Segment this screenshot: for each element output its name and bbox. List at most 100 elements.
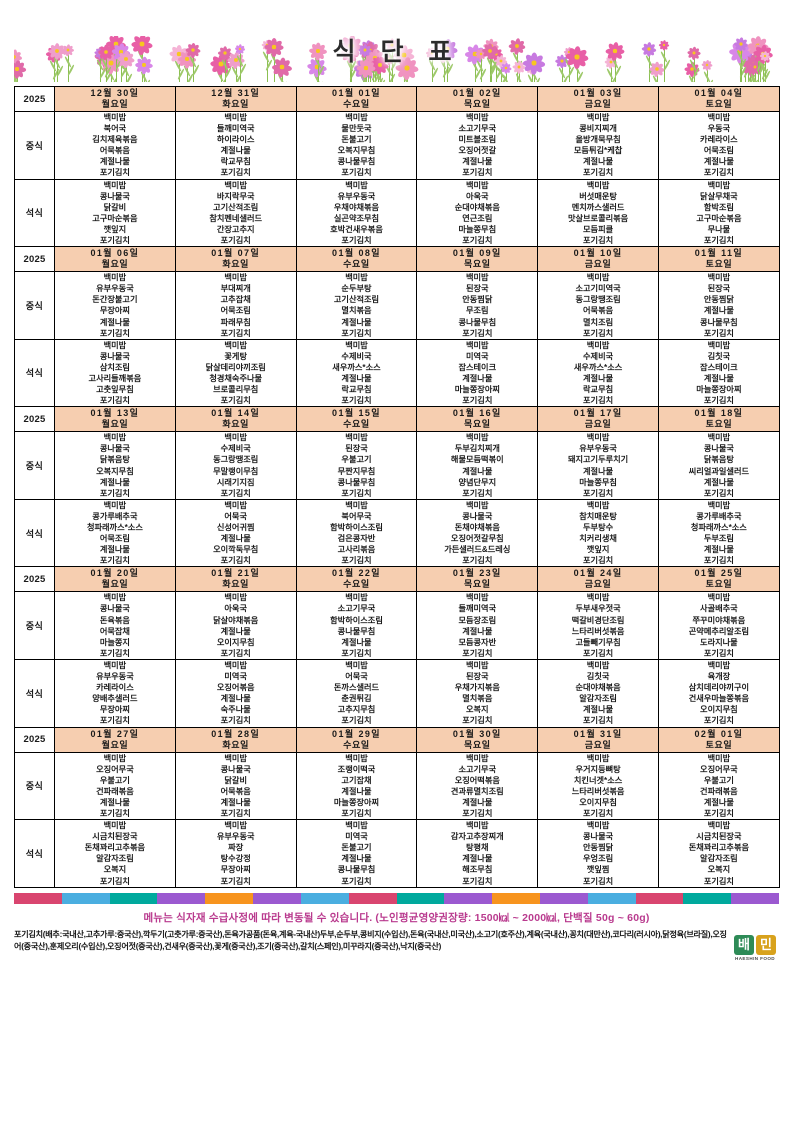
dish-item: 포기김치: [341, 876, 372, 886]
dish-item: 계절나물: [341, 854, 372, 864]
meal-cell: 백미밥 소고기무국 함박하이스조림 콩나물무침 계절나물 포기김치: [295, 591, 418, 660]
dish-item: 계절나물: [341, 373, 372, 383]
dish-item: 계절나물: [341, 786, 372, 796]
date-label: 01월 06일: [90, 248, 140, 259]
dish-item: 순대야채볶음: [575, 683, 621, 693]
dish-item: 안동찜닭: [583, 843, 614, 853]
dish-item: 미트볼조림: [458, 135, 497, 145]
weekday-label: 화요일: [222, 419, 250, 430]
dish-item: 백미밥: [345, 113, 368, 122]
weekday-label: 화요일: [222, 579, 250, 590]
dish-item: 포기김치: [462, 168, 493, 178]
weekday-label: 금요일: [584, 579, 612, 590]
dish-item: 포기김치: [583, 488, 614, 498]
color-bar-segment: [587, 892, 636, 904]
dish-item: 포기김치: [220, 488, 251, 498]
dish-item: 백미밥: [345, 180, 368, 190]
meal-row-dinner: 석식 백미밥 유부우동국 카레라이스 양배추샐러드 무장아찌 포기김치 백미밥 미역국 오징어볶음…: [14, 658, 780, 728]
date-label: 01월 09일: [452, 248, 502, 259]
dish-item: 견과류멸치조림: [450, 786, 504, 796]
dish-item: 치킨너겟*소스: [573, 775, 623, 785]
dish-item: 백미밥: [465, 113, 489, 122]
dish-item: 포기김치: [462, 648, 493, 658]
dish-item: 치커리생채: [579, 534, 617, 544]
meal-cell: 백미밥 아욱국 순대야채볶음 연근조림 마늘쫑무침 포기김치: [416, 178, 539, 248]
dish-item: 포기김치: [583, 236, 614, 246]
meal-cell: 백미밥 두부새우젓국 떡갈비경단조림 느타리버섯볶음 고들빼기무침 포기김치: [537, 591, 659, 660]
dish-item: 계절나물: [703, 477, 734, 487]
dish-item: 순두부탕: [341, 284, 372, 294]
dish-item: 돈육볶음: [99, 615, 130, 625]
dish-item: 유부우동국: [337, 191, 376, 201]
date-label: 01월 25일: [694, 568, 744, 579]
dish-item: 소고기미역국: [575, 284, 621, 294]
dish-item: 물만둣국: [341, 124, 372, 134]
dish-item: 꽃게탕: [224, 351, 247, 361]
day-header-cell: 01월 28일 화요일: [174, 726, 297, 753]
date-label: 01월 21일: [211, 568, 261, 579]
dish-item: 포기김치: [99, 328, 130, 338]
meal-cell: 백미밥 아욱국 닭살야채볶음 계절나물 오이지무침 포기김치: [174, 591, 297, 660]
dish-item: 포기김치: [703, 648, 734, 658]
weekday-label: 목요일: [463, 579, 491, 590]
dish-item: 맛살브로콜리볶음: [567, 213, 629, 223]
dish-item: 깻잎지: [103, 224, 127, 234]
dish-item: 고기산적조림: [213, 202, 259, 212]
dish-item: 백미밥: [103, 660, 127, 670]
dish-item: 백미밥: [465, 340, 489, 350]
dish-item: 포기김치: [220, 716, 251, 726]
dish-item: 파래무침: [220, 317, 251, 327]
dish-item: 백미밥: [707, 113, 731, 122]
dish-item: 소고기무국: [458, 764, 497, 774]
dish-item: 느타리버섯볶음: [571, 626, 625, 636]
day-header-cell: 01월 20일 월요일: [54, 566, 176, 593]
dish-item: 백미밥: [224, 753, 247, 763]
dish-item: 포기김치: [99, 648, 130, 658]
meal-cell: 백미밥 우거지등뼈탕 치킨너겟*소스 느타리버섯볶음 오이지무침 포기김치: [537, 751, 659, 821]
meal-cell: 백미밥 된장국 안동찜닭 무조림 콩나물무침 포기김치: [416, 271, 539, 340]
weekday-label: 목요일: [463, 259, 491, 270]
dish-item: 포기김치: [99, 236, 130, 246]
dish-item: 포기김치: [583, 168, 614, 178]
year-label: 2025: [14, 566, 55, 593]
dish-item: 백미밥: [103, 180, 127, 190]
meal-cell: 백미밥 어묵국 신성어귀찜 계절나물 오이깍둑무침 포기김치: [174, 498, 297, 568]
date-label: 01월 23일: [452, 568, 502, 579]
dish-item: 고춧잎무침: [96, 385, 134, 395]
weekday-label: 월요일: [101, 739, 129, 750]
dish-item: 포기김치: [99, 808, 130, 818]
dish-item: 백미밥: [707, 180, 731, 190]
dish-item: 오징어무국: [96, 764, 134, 774]
origin-info: 포기김치(배추:국내산,고추가루:중국산),깍두기(고춧가루:중국산),돈육가공…: [14, 929, 727, 952]
dish-item: 콩나물무침: [337, 626, 376, 636]
dish-item: 백미밥: [707, 433, 731, 443]
color-bar-segment: [61, 892, 110, 904]
dish-item: 계절나물: [220, 797, 251, 807]
weekday-label: 월요일: [101, 579, 129, 590]
dish-item: 포기김치: [583, 328, 614, 338]
dish-item: 알감자조림: [700, 854, 738, 864]
meal-cell: 백미밥 미역국 잡스테이크 계절나물 마늘쫑장아찌 포기김치: [416, 338, 539, 408]
dish-item: 돈채꽈리고추볶음: [688, 843, 750, 853]
dish-item: 포기김치: [583, 876, 614, 886]
dish-item: 김치제육볶음: [92, 135, 138, 145]
dish-item: 고기잡채: [341, 775, 372, 785]
dish-item: 건새우마늘쫑볶음: [688, 694, 750, 704]
dish-item: 콩나물무침: [337, 865, 376, 875]
dish-item: 닭살무채국: [700, 191, 738, 201]
meal-cell: 백미밥 콩나물국 돈육볶음 어묵잡채 마늘쫑지 포기김치: [54, 591, 176, 660]
weekday-label: 금요일: [584, 739, 612, 750]
dish-item: 백미밥: [103, 113, 127, 122]
dish-item: 수제비국: [583, 351, 614, 361]
meal-row-lunch: 중식 백미밥 오징어무국 우불고기 건파래볶음 계절나물 포기김치 백미밥 콩나물국 닭갈비 어묵볶…: [14, 751, 780, 821]
weekday-label: 월요일: [101, 99, 129, 109]
dish-item: 백미밥: [586, 593, 610, 603]
dish-item: 유부우동국: [96, 672, 134, 682]
dish-item: 오이지무침: [700, 705, 738, 715]
dish-item: 모듬장조림: [458, 615, 497, 625]
dish-item: 된장국: [465, 284, 489, 294]
date-label: 12월 30일: [90, 88, 140, 98]
dish-item: 백미밥: [707, 821, 731, 831]
dish-item: 탕평채: [465, 843, 489, 853]
dish-item: 백미밥: [586, 113, 610, 122]
